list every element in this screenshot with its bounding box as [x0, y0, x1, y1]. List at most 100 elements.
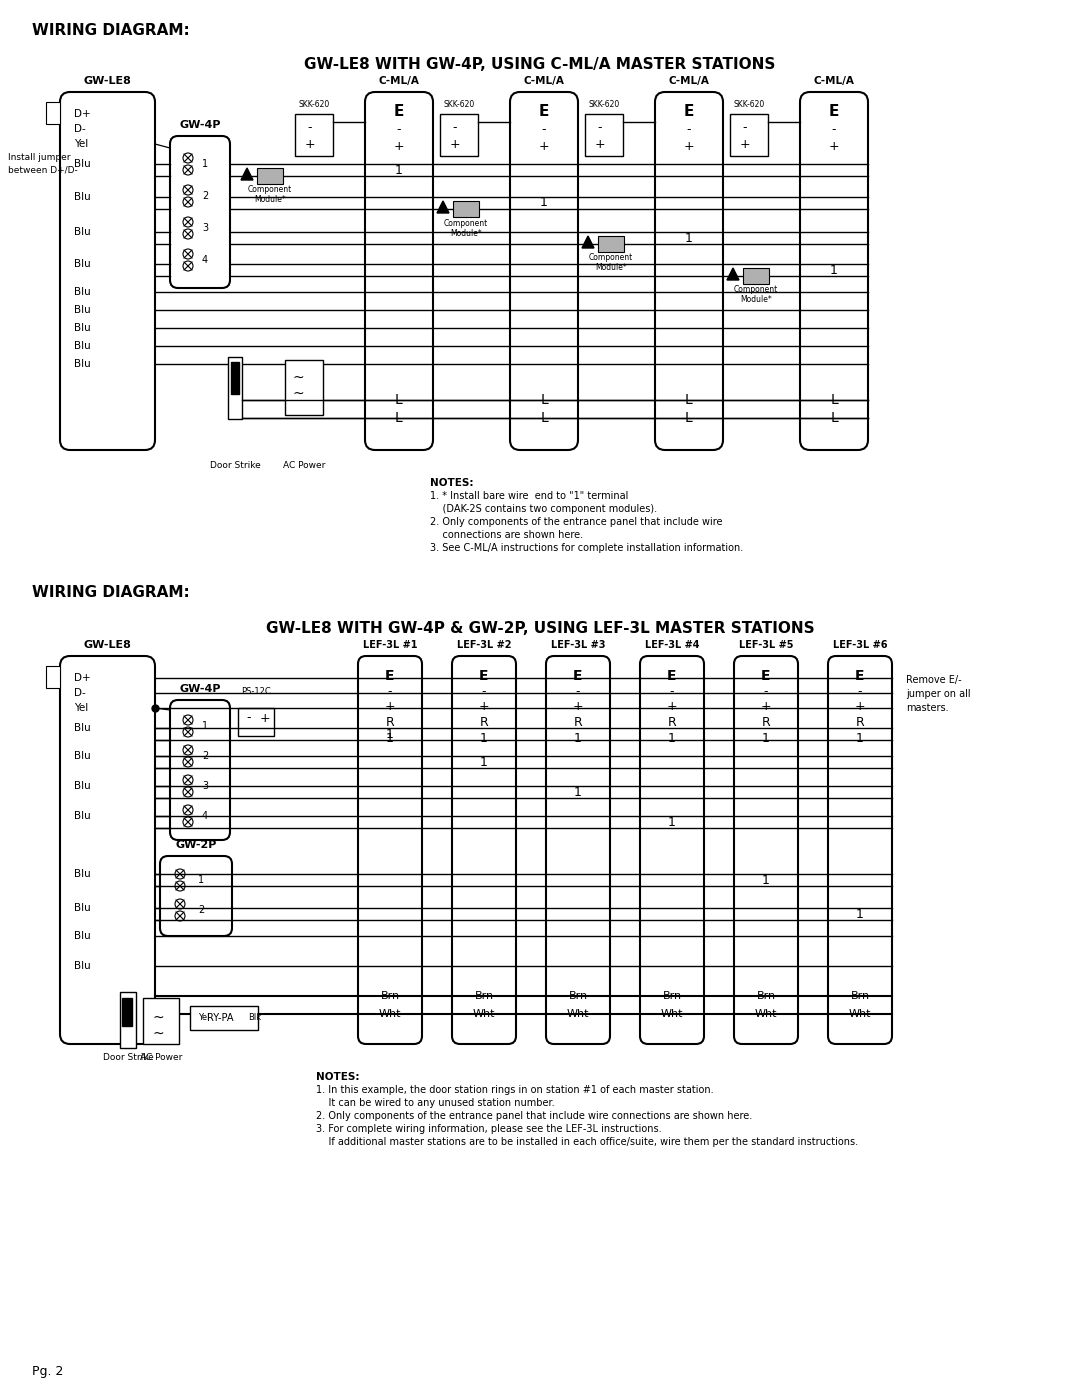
- Bar: [238, 708, 274, 736]
- Bar: [190, 1006, 258, 1030]
- Text: D-: D-: [75, 687, 85, 698]
- FancyBboxPatch shape: [170, 700, 230, 840]
- Text: 3: 3: [202, 224, 208, 233]
- Text: LEF-3L #4: LEF-3L #4: [645, 640, 699, 650]
- Text: 1. * Install bare wire  end to "1" terminal: 1. * Install bare wire end to "1" termin…: [430, 490, 629, 502]
- Text: -: -: [576, 686, 580, 698]
- Text: +: +: [760, 700, 771, 712]
- Text: L: L: [540, 411, 548, 425]
- Text: E: E: [855, 669, 865, 683]
- Text: 1: 1: [395, 163, 403, 176]
- Text: NOTES:: NOTES:: [316, 1071, 360, 1083]
- FancyBboxPatch shape: [800, 92, 868, 450]
- Text: 4: 4: [202, 256, 208, 265]
- Text: L: L: [395, 411, 403, 425]
- Text: GW-2P: GW-2P: [175, 840, 217, 849]
- Text: GW-LE8: GW-LE8: [83, 75, 132, 87]
- Text: 1: 1: [202, 159, 208, 169]
- Text: ~: ~: [153, 1027, 164, 1041]
- Text: +: +: [449, 137, 460, 151]
- Text: Blu: Blu: [75, 812, 91, 821]
- Text: -: -: [396, 123, 402, 137]
- Text: E: E: [573, 669, 583, 683]
- Text: -: -: [687, 123, 691, 137]
- Text: Brn: Brn: [850, 990, 869, 1002]
- Text: 1: 1: [669, 816, 676, 828]
- Text: Module*: Module*: [595, 264, 626, 272]
- Text: R: R: [667, 715, 676, 728]
- Text: L: L: [540, 393, 548, 407]
- FancyBboxPatch shape: [357, 657, 422, 1044]
- Text: (DAK-2S contains two component modules).: (DAK-2S contains two component modules).: [430, 504, 657, 514]
- Text: +: +: [684, 140, 694, 152]
- Text: -: -: [832, 123, 836, 137]
- Text: L: L: [831, 411, 838, 425]
- Text: Yel: Yel: [198, 1013, 210, 1023]
- Text: Blu: Blu: [75, 305, 91, 314]
- Text: Component: Component: [444, 218, 488, 228]
- Text: Brn: Brn: [474, 990, 494, 1002]
- Text: PS-12C: PS-12C: [241, 687, 271, 696]
- Text: R: R: [386, 715, 394, 728]
- Text: C-ML/A: C-ML/A: [669, 75, 710, 87]
- Text: Brn: Brn: [568, 990, 588, 1002]
- Text: Wht: Wht: [661, 1009, 684, 1018]
- Text: Module*: Module*: [254, 196, 286, 204]
- Text: Pg. 2: Pg. 2: [32, 1365, 64, 1377]
- Text: R: R: [761, 715, 770, 728]
- Text: L: L: [395, 393, 403, 407]
- Text: 1: 1: [386, 728, 394, 740]
- FancyBboxPatch shape: [453, 657, 516, 1044]
- Text: 1: 1: [540, 197, 548, 210]
- FancyBboxPatch shape: [734, 657, 798, 1044]
- Text: E: E: [667, 669, 677, 683]
- Text: 1: 1: [856, 732, 864, 745]
- Text: Wht: Wht: [567, 1009, 590, 1018]
- Bar: [585, 115, 623, 156]
- Text: 2: 2: [202, 752, 208, 761]
- Text: Blk: Blk: [248, 1013, 261, 1023]
- Text: 3. For complete wiring information, please see the LEF-3L instructions.: 3. For complete wiring information, plea…: [316, 1125, 662, 1134]
- Text: +: +: [539, 140, 550, 152]
- Text: E: E: [539, 105, 550, 120]
- Bar: [231, 362, 239, 394]
- Text: Blu: Blu: [75, 752, 91, 761]
- Text: 1: 1: [202, 721, 208, 731]
- Bar: [228, 358, 242, 419]
- Text: Door Strike: Door Strike: [103, 1053, 153, 1063]
- Text: +: +: [572, 700, 583, 712]
- Text: Brn: Brn: [756, 990, 775, 1002]
- FancyBboxPatch shape: [170, 136, 230, 288]
- Text: Component: Component: [734, 285, 778, 295]
- Text: 1: 1: [831, 264, 838, 277]
- Text: 1: 1: [856, 908, 864, 921]
- Bar: [143, 997, 179, 1044]
- Text: C-ML/A: C-ML/A: [813, 75, 854, 87]
- Text: -: -: [597, 122, 603, 134]
- Bar: [285, 360, 323, 415]
- Text: +: +: [305, 137, 315, 151]
- Text: -: -: [743, 122, 747, 134]
- Text: L: L: [685, 393, 693, 407]
- FancyBboxPatch shape: [160, 856, 232, 936]
- Text: 2: 2: [198, 905, 204, 915]
- Text: Wht: Wht: [755, 1009, 778, 1018]
- Text: -: -: [308, 122, 312, 134]
- Text: ~: ~: [293, 387, 305, 401]
- Text: Yel: Yel: [75, 138, 89, 149]
- Text: Remove E/-: Remove E/-: [906, 675, 961, 685]
- Text: Blu: Blu: [75, 781, 91, 791]
- Text: GW-LE8: GW-LE8: [83, 640, 132, 650]
- Text: masters.: masters.: [906, 703, 948, 712]
- Text: NOTES:: NOTES:: [430, 478, 473, 488]
- Text: 1: 1: [198, 875, 204, 886]
- Text: D+: D+: [75, 109, 91, 119]
- Text: 1: 1: [762, 873, 770, 887]
- Text: Blu: Blu: [75, 930, 91, 942]
- Text: +: +: [394, 140, 404, 152]
- Polygon shape: [241, 168, 253, 180]
- Text: Blu: Blu: [75, 286, 91, 298]
- Text: 2. Only components of the entrance panel that include wire connections are shown: 2. Only components of the entrance panel…: [316, 1111, 753, 1120]
- Text: 1: 1: [762, 732, 770, 745]
- Text: Yel: Yel: [75, 703, 89, 712]
